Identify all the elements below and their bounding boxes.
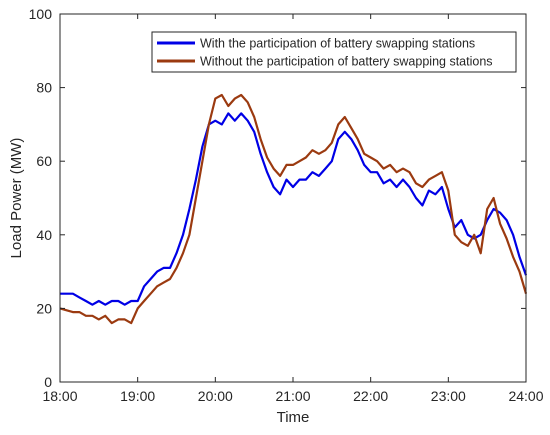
x-tick-label: 18:00 bbox=[42, 388, 77, 404]
x-axis-label: Time bbox=[277, 409, 310, 426]
y-tick-label: 0 bbox=[44, 374, 52, 390]
y-tick-label: 100 bbox=[29, 6, 53, 22]
y-tick-label: 80 bbox=[36, 80, 52, 96]
x-tick-label: 24:00 bbox=[508, 388, 543, 404]
x-tick-label: 23:00 bbox=[431, 388, 466, 404]
legend-label-with-bss: With the participation of battery swappi… bbox=[200, 37, 475, 51]
x-tick-label: 19:00 bbox=[120, 388, 155, 404]
legend-label-without-bss: Without the participation of battery swa… bbox=[200, 55, 493, 69]
x-tick-label: 22:00 bbox=[353, 388, 388, 404]
y-tick-label: 20 bbox=[36, 300, 52, 316]
x-tick-label: 20:00 bbox=[198, 388, 233, 404]
x-tick-label: 21:00 bbox=[275, 388, 310, 404]
tick-layer: 18:00 19:00 20:00 21:00 22:00 23:00 24:00 0 20 40… bbox=[29, 6, 544, 404]
y-tick-label: 60 bbox=[36, 153, 52, 169]
legend: With the participation of battery swappi… bbox=[151, 31, 517, 73]
series-line-without-bss bbox=[59, 93, 528, 325]
series-line-with-bss bbox=[60, 112, 528, 306]
series-layer bbox=[59, 93, 528, 325]
legend-box bbox=[151, 31, 517, 73]
y-tick-label: 40 bbox=[36, 227, 52, 243]
y-axis-label: Load Power (MW) bbox=[8, 138, 25, 259]
